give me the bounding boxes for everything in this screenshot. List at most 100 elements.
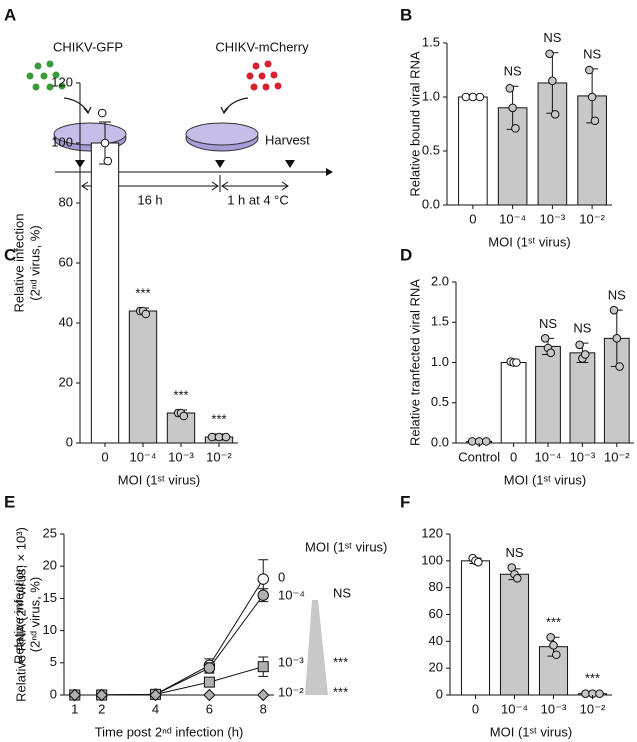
- data-point: [475, 92, 485, 102]
- significance: NS: [543, 30, 561, 45]
- panel-letter: B: [400, 5, 412, 24]
- x-tick-label: Control: [458, 449, 500, 464]
- x-tick-label: 10⁻²: [604, 449, 630, 464]
- y-axis-label: (2ⁿᵈ virus, %): [27, 225, 42, 300]
- marker: [257, 688, 270, 702]
- data-point: [461, 92, 471, 102]
- y-tick-label: 40: [59, 314, 73, 329]
- y-tick-label: 2.0: [431, 273, 449, 288]
- x-tick-label: 0: [469, 211, 476, 226]
- marker: [68, 688, 81, 702]
- bar: [569, 352, 596, 444]
- significance: NS: [505, 545, 523, 560]
- red-virus: [246, 60, 282, 91]
- marker: [203, 688, 216, 702]
- significance: ***: [585, 670, 600, 685]
- significance: NS: [333, 585, 351, 600]
- series-line: [74, 578, 264, 696]
- x-tick-label: 10⁻³: [541, 701, 567, 716]
- y-tick-label: 1.5: [422, 34, 440, 49]
- bar: [460, 560, 491, 696]
- interval-heads: [81, 181, 289, 191]
- y-tick-label: 5: [50, 654, 57, 669]
- data-point: [595, 689, 604, 698]
- y-tick-label: 100: [51, 134, 73, 149]
- significance: ***: [211, 411, 226, 426]
- bar: [128, 310, 158, 444]
- y-tick-label: 0.0: [431, 434, 449, 449]
- x-tick-label: 10⁻²: [206, 449, 232, 464]
- x-tick-label: 1: [71, 701, 78, 716]
- data-point: [508, 103, 517, 113]
- x-axis-label: MOI (1ˢᵗ virus): [504, 472, 586, 487]
- marker: [203, 676, 215, 688]
- y-tick-label: 1.5: [431, 314, 449, 329]
- panel-letter: C: [4, 245, 16, 264]
- data-point: [609, 305, 619, 315]
- marker: [149, 688, 162, 702]
- data-point: [512, 358, 521, 367]
- data-point: [581, 689, 590, 698]
- data-point: [549, 641, 558, 650]
- data-point: [612, 334, 622, 343]
- data-point: [511, 124, 520, 133]
- y-tick-label: 20: [429, 660, 443, 675]
- data-point: [585, 65, 594, 75]
- harvest-label: Harvest: [265, 132, 310, 147]
- data-point: [546, 633, 556, 642]
- y-tick-label: 1.0: [422, 88, 440, 103]
- x-axis-label: MOI (1ˢᵗ virus): [490, 724, 572, 739]
- y-axis-label: Relative infection: [11, 565, 26, 664]
- data-point: [141, 309, 151, 319]
- x-tick-label: 10⁻⁴: [499, 211, 526, 226]
- series-label: 10⁻²: [278, 684, 304, 699]
- y-tick-label: 80: [59, 194, 73, 209]
- panel-a: A CHIKV-GFP CHIKV-mCherry Harvest 16 h 1…: [4, 5, 333, 207]
- series-label: 10⁻³: [278, 654, 304, 669]
- y-tick-label: 20: [43, 558, 57, 573]
- data-point: [221, 432, 231, 442]
- data-point: [545, 49, 554, 59]
- arrow-head: [83, 106, 92, 115]
- x-tick-label: 0: [472, 701, 479, 716]
- x-tick-label: 10⁻³: [570, 449, 596, 464]
- x-axis-label: MOI (1ˢᵗ virus): [118, 472, 200, 487]
- data-point: [505, 84, 515, 93]
- data-point: [546, 348, 556, 358]
- data-point: [100, 138, 110, 148]
- data-point: [615, 362, 624, 371]
- y-tick-label: 0: [66, 434, 73, 449]
- series-label: 0: [278, 569, 285, 584]
- data-point: [481, 437, 491, 446]
- data-point: [575, 340, 584, 350]
- y-tick-label: 20: [59, 374, 73, 389]
- significance: NS: [539, 316, 557, 331]
- x-tick-label: 0: [101, 449, 108, 464]
- data-point: [103, 156, 113, 166]
- data-point: [550, 109, 560, 119]
- panel-letter: A: [4, 5, 16, 24]
- virus-label: CHIKV-GFP: [53, 39, 123, 54]
- significance: ***: [333, 654, 348, 669]
- data-point: [207, 432, 217, 442]
- y-tick-label: 0.5: [422, 142, 440, 157]
- significance: ***: [546, 615, 561, 630]
- panel-letter: D: [400, 245, 412, 264]
- y-axis-label: Relative tranfected viral RNA: [407, 279, 422, 446]
- x-axis-label: Time post 2ⁿᵈ infection (h): [95, 724, 244, 739]
- data-point: [214, 432, 224, 442]
- y-axis-label: Relative infection: [11, 214, 26, 313]
- arrow: [63, 97, 89, 113]
- data-point: [580, 350, 590, 359]
- significance: ***: [333, 684, 348, 699]
- data-point: [179, 411, 189, 421]
- x-tick-label: 10⁻²: [580, 701, 606, 716]
- x-tick-label: 8: [260, 701, 267, 716]
- significance: ***: [173, 387, 188, 402]
- y-tick-label: 0: [50, 686, 57, 701]
- data-point: [513, 573, 522, 583]
- arrow-head: [220, 106, 229, 115]
- y-axis-label: Relative RNA (2ⁿᵈ virus, × 10³): [13, 527, 28, 702]
- x-tick-label: 0: [510, 449, 517, 464]
